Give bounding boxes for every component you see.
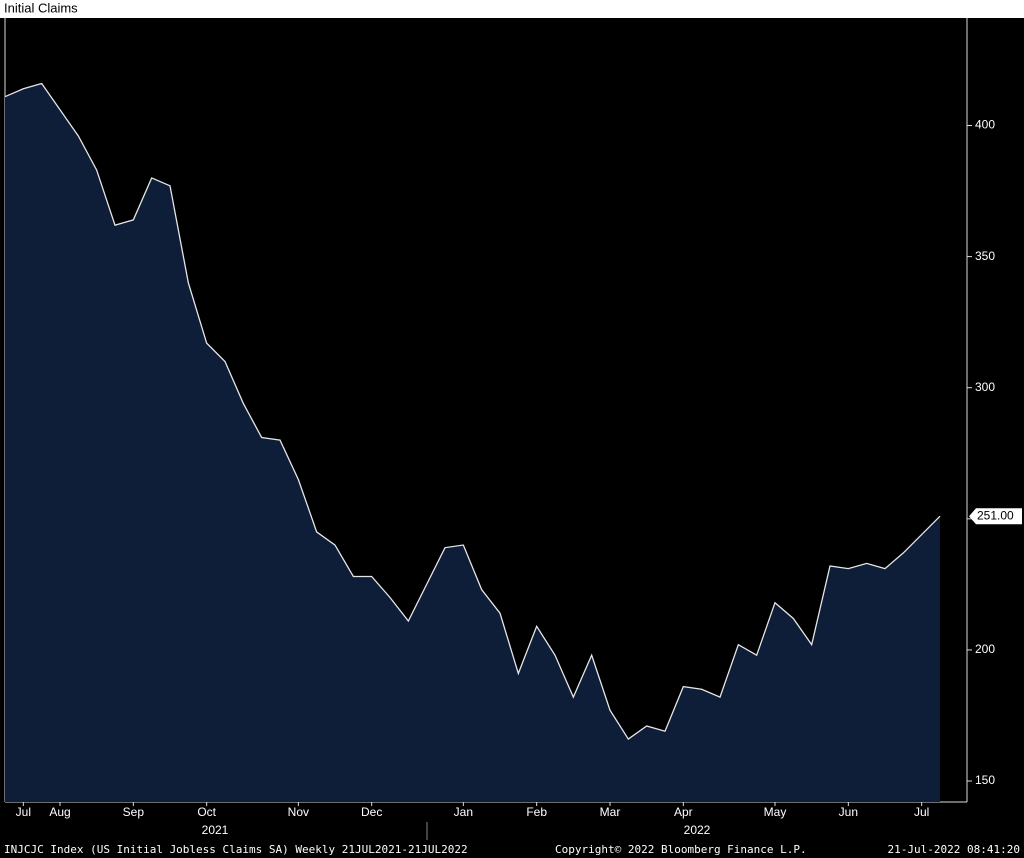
y-tick-label: 300	[975, 380, 995, 394]
x-tick-label: Jan	[454, 805, 473, 819]
x-tick-label: Dec	[361, 805, 382, 819]
footer-source: INJCJC Index (US Initial Jobless Claims …	[4, 843, 468, 856]
last-value-label: 251.00	[977, 508, 1014, 522]
y-tick-label: 400	[975, 118, 995, 132]
x-tick-label: Sep	[123, 805, 145, 819]
y-tick-label: 150	[975, 773, 995, 787]
line	[4, 82, 941, 740]
x-tick-label: Jul	[914, 805, 929, 819]
footer-copyright: Copyright© 2022 Bloomberg Finance L.P.	[555, 843, 807, 856]
footer-timestamp: 21-Jul-2022 08:41:20	[888, 843, 1020, 856]
x-tick-label: Oct	[197, 805, 216, 819]
x-tick-label: Feb	[526, 805, 547, 819]
year-label: 2022	[684, 823, 711, 837]
x-tick-label: Mar	[600, 805, 621, 819]
x-tick-label: Jul	[16, 805, 31, 819]
x-tick-label: Aug	[49, 805, 70, 819]
y-tick-label: 350	[975, 249, 995, 263]
y-tick-label: 200	[975, 642, 995, 656]
year-label: 2021	[202, 823, 229, 837]
x-tick-label: May	[764, 805, 787, 819]
chart-title: Initial Claims	[4, 0, 78, 15]
x-tick-label: Jun	[839, 805, 858, 819]
area	[5, 83, 940, 803]
x-tick-label: Nov	[288, 805, 309, 819]
title-strip	[0, 0, 1024, 18]
last-value-tag	[969, 508, 1022, 525]
x-tick-label: Apr	[674, 805, 693, 819]
